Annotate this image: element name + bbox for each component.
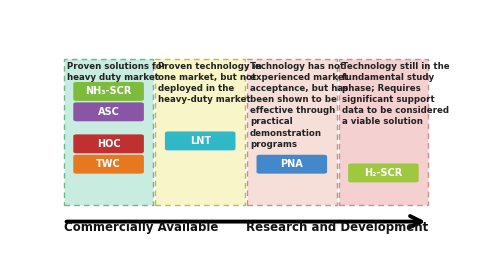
Text: PNA: PNA bbox=[280, 159, 303, 169]
FancyBboxPatch shape bbox=[73, 102, 144, 121]
FancyBboxPatch shape bbox=[73, 82, 144, 101]
FancyBboxPatch shape bbox=[165, 131, 236, 150]
Text: H₂-SCR: H₂-SCR bbox=[364, 168, 403, 178]
FancyBboxPatch shape bbox=[256, 155, 327, 174]
Text: Technology still in the
fundamental study
phase; Requires
significant support
da: Technology still in the fundamental stud… bbox=[341, 62, 449, 126]
FancyBboxPatch shape bbox=[348, 163, 419, 183]
Text: NH₃-SCR: NH₃-SCR bbox=[85, 86, 132, 96]
FancyBboxPatch shape bbox=[338, 59, 428, 205]
FancyBboxPatch shape bbox=[73, 134, 144, 153]
Text: ASC: ASC bbox=[97, 107, 120, 117]
Text: Commercially Available: Commercially Available bbox=[64, 221, 218, 234]
Text: LNT: LNT bbox=[190, 136, 211, 146]
FancyBboxPatch shape bbox=[64, 59, 154, 205]
Text: Technology has not
experienced market
acceptance, but has
been shown to be
effec: Technology has not experienced market ac… bbox=[250, 62, 348, 149]
Text: Research and Development: Research and Development bbox=[246, 221, 428, 234]
Text: TWC: TWC bbox=[96, 159, 121, 169]
FancyBboxPatch shape bbox=[156, 59, 245, 205]
Text: Proven solutions for
heavy duty market: Proven solutions for heavy duty market bbox=[67, 62, 166, 82]
Text: Proven technology in
one market, but not
deployed in the
heavy-duty market: Proven technology in one market, but not… bbox=[158, 62, 262, 104]
FancyBboxPatch shape bbox=[247, 59, 336, 205]
Text: HOC: HOC bbox=[97, 139, 120, 149]
FancyBboxPatch shape bbox=[73, 155, 144, 174]
